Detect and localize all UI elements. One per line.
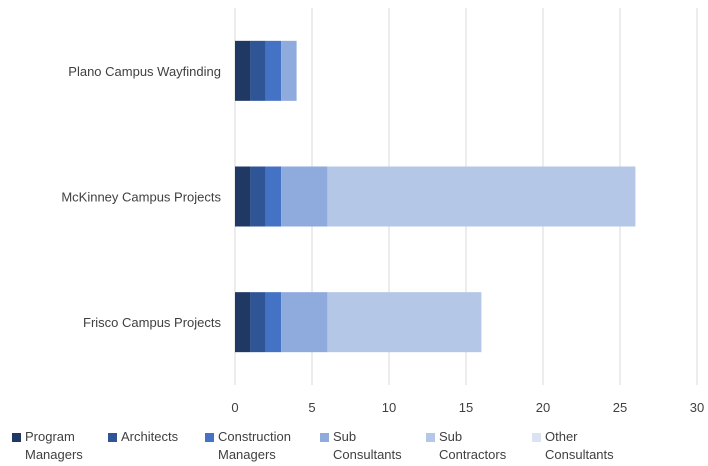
bar-segment — [281, 166, 328, 227]
category-labels: Plano Campus Wayfinding McKinney Campus P… — [61, 64, 221, 330]
legend-label: Program Managers — [25, 428, 83, 464]
legend-label-line: Contractors — [439, 447, 507, 462]
x-tick-label: 5 — [308, 400, 315, 415]
legend-swatch — [205, 433, 214, 442]
legend-label: Sub Consultants — [333, 428, 402, 464]
x-tick-labels: 0 5 10 15 20 25 30 — [231, 400, 704, 415]
bar-segment — [250, 166, 266, 227]
legend-swatch — [426, 433, 435, 442]
legend-label-line: Consultants — [545, 447, 614, 462]
legend-label: Construction Managers — [218, 428, 291, 464]
legend-label-line: Consultants — [333, 447, 402, 462]
bar-segment — [327, 292, 482, 353]
legend-label-line: Architects — [121, 429, 179, 444]
bar-segment — [265, 292, 282, 353]
x-tick-label: 15 — [459, 400, 473, 415]
legend-label-line: Program — [25, 429, 75, 444]
bar-segment — [250, 292, 266, 353]
legend-swatch — [320, 433, 329, 442]
x-tick-label: 25 — [613, 400, 627, 415]
legend: Program Managers Architects Construction Ma… — [0, 428, 708, 466]
bar-segment — [235, 166, 251, 227]
legend-label-line: Sub — [439, 429, 463, 444]
bar-segment — [327, 166, 636, 227]
stacked-bar-chart: Plano Campus Wayfinding McKinney Campus P… — [61, 8, 704, 415]
category-label: Frisco Campus Projects — [83, 315, 221, 330]
legend-label-line: Managers — [218, 447, 276, 462]
bar-segment — [281, 292, 328, 353]
legend-label: Architects — [121, 428, 178, 464]
category-label: McKinney Campus Projects — [61, 190, 221, 205]
bar-segment — [265, 166, 282, 227]
legend-label-line: Sub — [333, 429, 357, 444]
bar-segment — [235, 292, 251, 353]
legend-label-line: Other — [545, 429, 578, 444]
legend-label-line: Managers — [25, 447, 83, 462]
bar-segment — [250, 40, 266, 101]
x-tick-label: 10 — [382, 400, 396, 415]
legend-label-line — [121, 446, 178, 464]
bar-segment — [235, 40, 251, 101]
legend-swatch — [532, 433, 541, 442]
legend-label: Other Consultants — [545, 428, 614, 464]
bars — [235, 40, 636, 353]
bar-segment — [281, 40, 297, 101]
legend-label-line: Construction — [218, 429, 291, 444]
legend-label: Sub Contractors — [439, 428, 506, 464]
x-tick-label: 0 — [231, 400, 238, 415]
x-tick-label: 20 — [536, 400, 550, 415]
bar-segment — [265, 40, 282, 101]
legend-swatch — [12, 433, 21, 442]
category-label: Plano Campus Wayfinding — [68, 64, 221, 79]
legend-swatch — [108, 433, 117, 442]
x-tick-label: 30 — [690, 400, 704, 415]
